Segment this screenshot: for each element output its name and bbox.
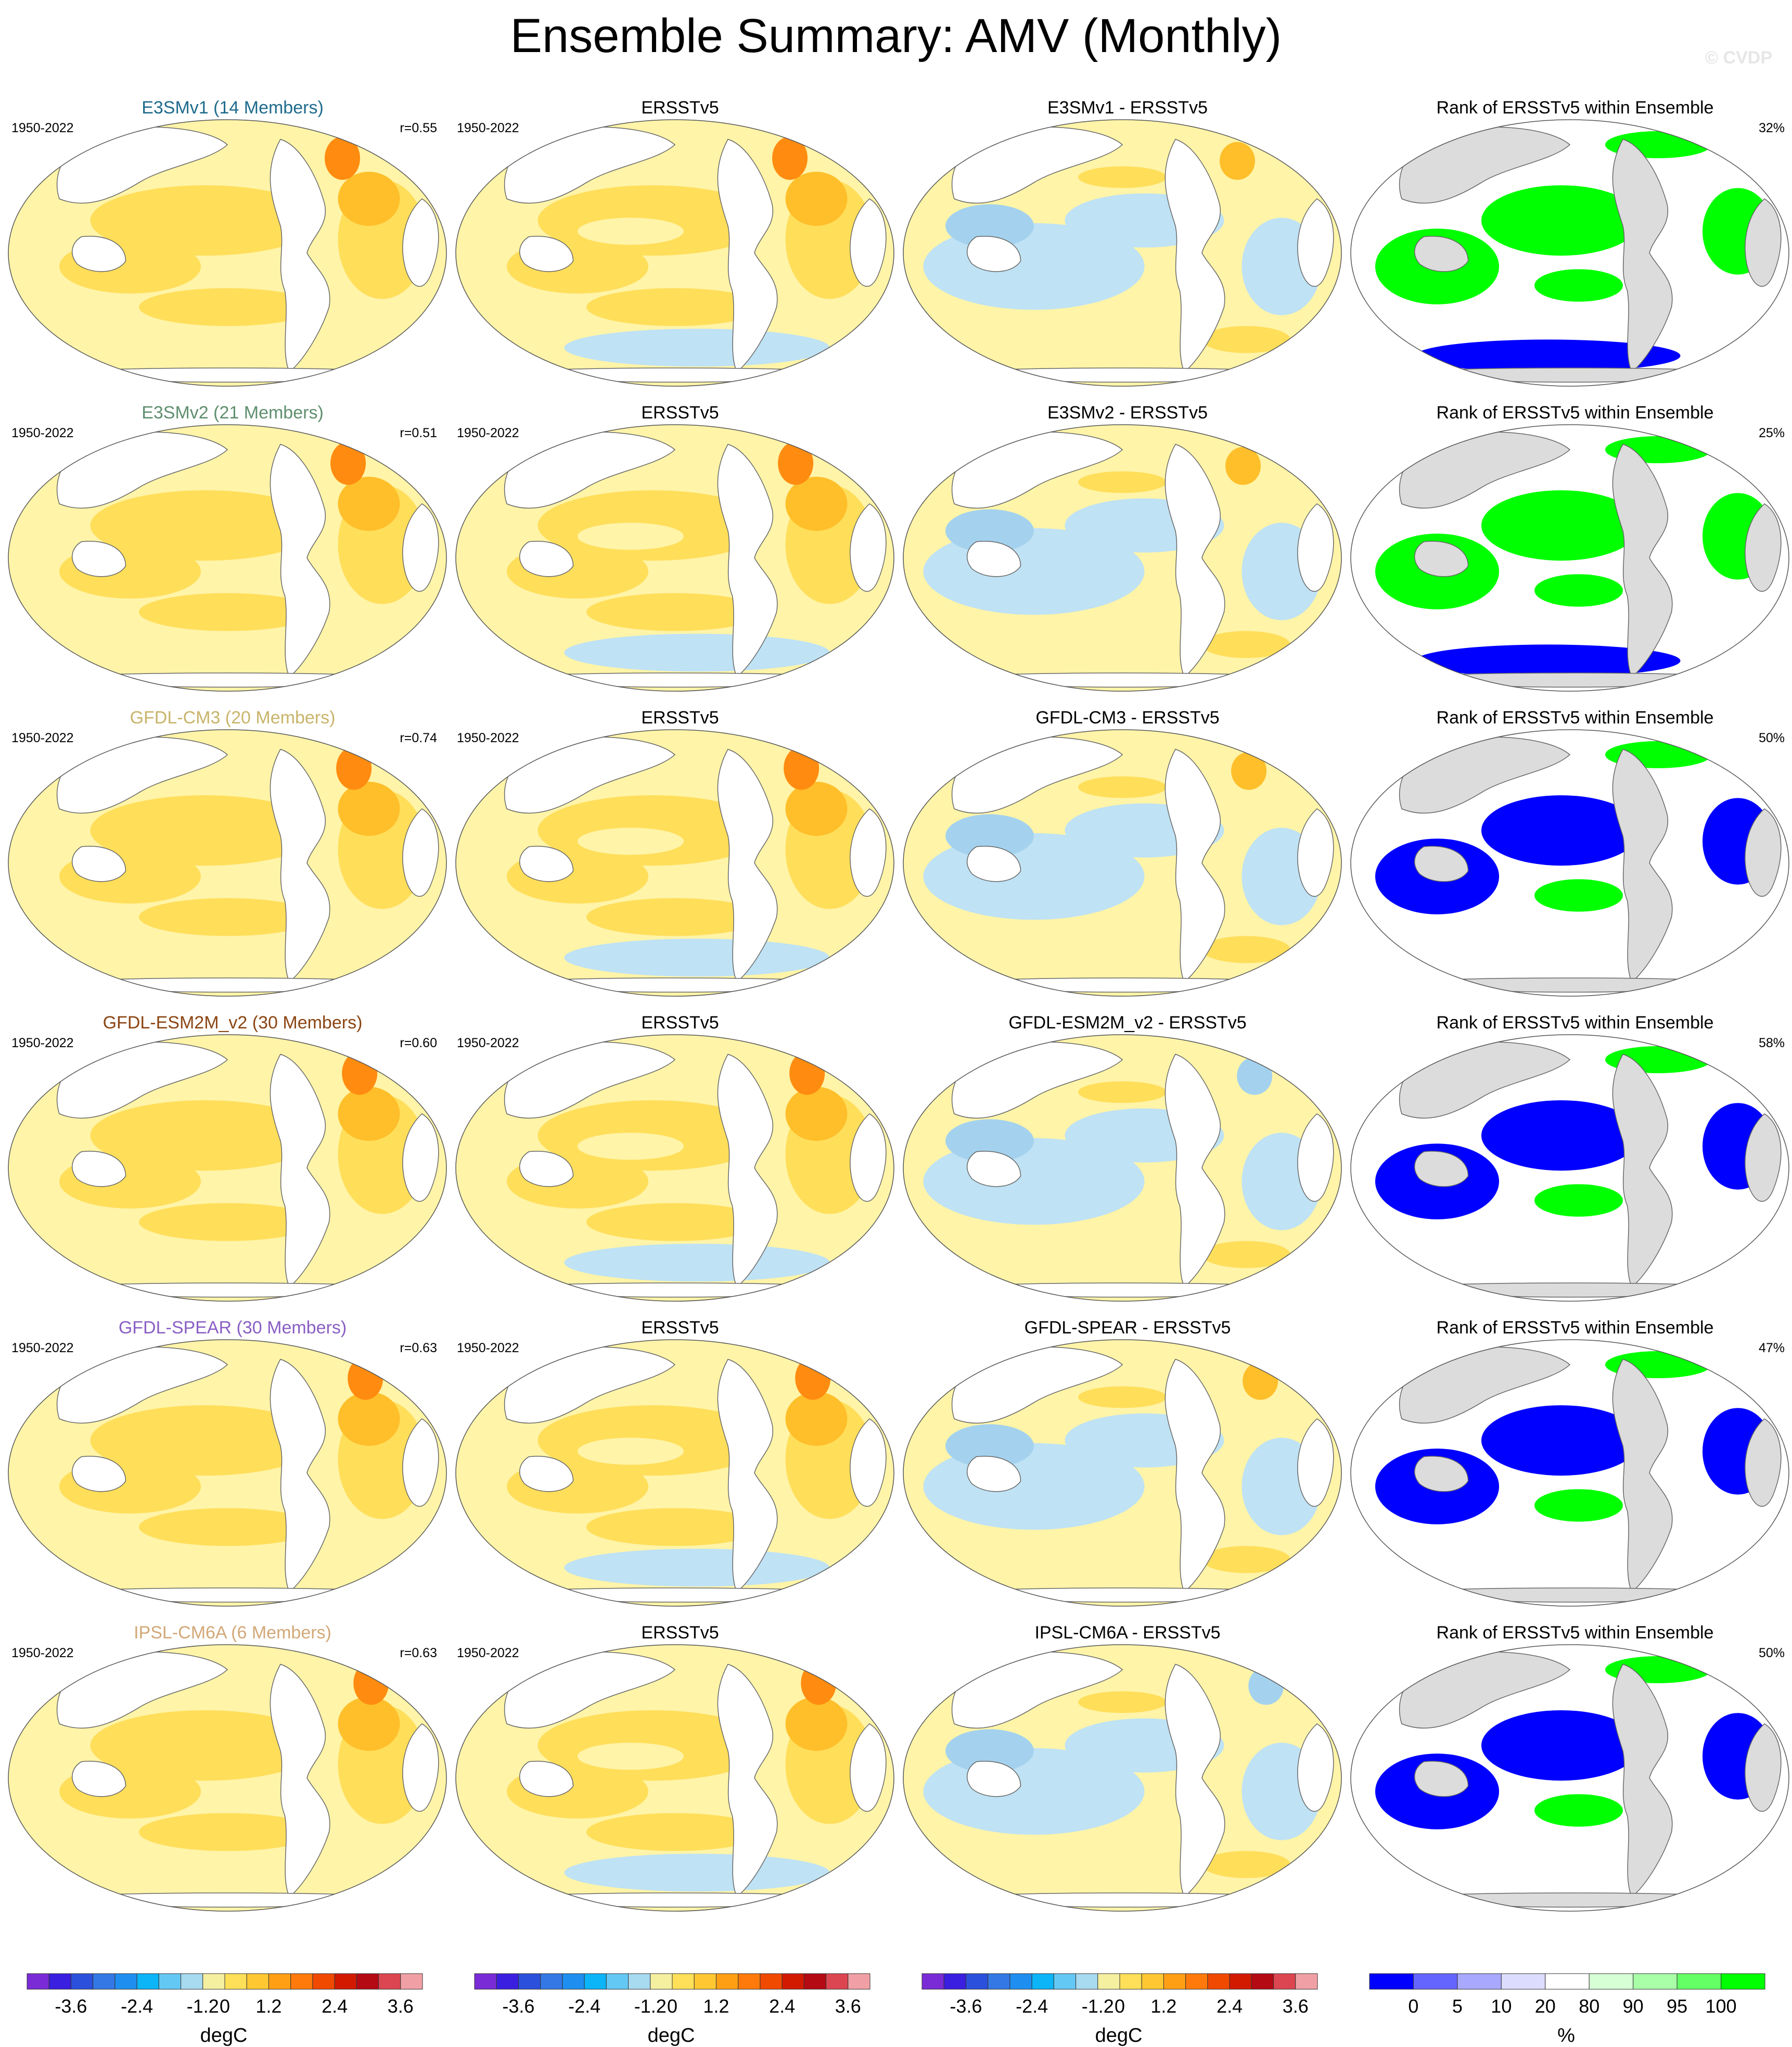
pattern-correlation: r=0.55: [400, 121, 437, 135]
obs-panel-title: ERSSTv5: [641, 98, 719, 118]
colorbar-unit: degC: [647, 2025, 695, 2046]
pattern-correlation: r=0.74: [400, 731, 437, 745]
model-map: [8, 424, 447, 692]
obs-panel-title: ERSSTv5: [641, 403, 719, 423]
colorbar-tick-label: -3.6: [950, 1995, 982, 2017]
colorbar-tick-label: 2.4: [769, 1995, 796, 2017]
colorbar-tick-label: 3.6: [1282, 1995, 1309, 2017]
colorbar-tick-label: -2.4: [1016, 1995, 1048, 2017]
model-map: [8, 729, 447, 997]
obs-panel-title: ERSSTv5: [641, 1013, 719, 1033]
colorbar-tick-label: 3.6: [835, 1995, 861, 2017]
model-period-label: 1950-2022: [11, 121, 74, 135]
temperature-colorbar: [474, 1973, 871, 1990]
page-title: Ensemble Summary: AMV (Monthly): [510, 9, 1282, 62]
pattern-correlation: r=0.63: [400, 1341, 437, 1355]
rank-map: [1350, 424, 1789, 692]
rank-map: [1350, 1644, 1789, 1912]
diff-panel-title: E3SMv2 - ERSSTv5: [1047, 403, 1208, 423]
obs-panel-title: ERSSTv5: [641, 1318, 719, 1338]
obs-map: [455, 1339, 894, 1607]
rank-colorbar: [1369, 1973, 1765, 1990]
rank-map: [1350, 729, 1789, 997]
model-map: [8, 1644, 447, 1912]
pattern-correlation: r=0.63: [400, 1646, 437, 1660]
diff-panel-title: GFDL-SPEAR - ERSSTv5: [1024, 1318, 1231, 1338]
colorbar-tick-label: 1.2: [1150, 1995, 1177, 2017]
pattern-correlation: r=0.51: [400, 426, 437, 440]
obs-panel-title: ERSSTv5: [641, 708, 719, 728]
rank-map: [1350, 1339, 1789, 1607]
temperature-colorbar: [27, 1973, 423, 1990]
colorbar-tick-label: 3.6: [387, 1995, 414, 2017]
obs-map: [455, 1644, 894, 1912]
model-panel-title: GFDL-ESM2M_v2 (30 Members): [103, 1013, 363, 1033]
rank-panel-title: Rank of ERSSTv5 within Ensemble: [1436, 1623, 1714, 1643]
model-map: [8, 1034, 447, 1302]
diff-panel-title: GFDL-ESM2M_v2 - ERSSTv5: [1008, 1013, 1247, 1033]
temperature-colorbar: [921, 1973, 1318, 1990]
obs-period-label: 1950-2022: [457, 1341, 519, 1355]
model-period-label: 1950-2022: [11, 1341, 74, 1355]
obs-map: [455, 119, 894, 387]
obs-map: [455, 1034, 894, 1302]
obs-period-label: 1950-2022: [457, 1646, 519, 1660]
obs-map: [455, 424, 894, 692]
rank-map: [1350, 119, 1789, 387]
rank-panel-title: Rank of ERSSTv5 within Ensemble: [1436, 98, 1714, 118]
diff-map: [903, 729, 1342, 997]
model-map: [8, 119, 447, 387]
obs-panel-title: ERSSTv5: [641, 1623, 719, 1643]
rank-percent: 25%: [1758, 426, 1785, 440]
rank-panel-title: Rank of ERSSTv5 within Ensemble: [1436, 403, 1714, 423]
rank-panel-title: Rank of ERSSTv5 within Ensemble: [1436, 1013, 1714, 1033]
diff-map: [903, 1034, 1342, 1302]
diff-map: [903, 424, 1342, 692]
colorbar-tick-label: 1.2: [255, 1995, 282, 2017]
model-panel-title: GFDL-CM3 (20 Members): [130, 708, 336, 728]
diff-map: [903, 1339, 1342, 1607]
model-period-label: 1950-2022: [11, 1646, 74, 1660]
rank-map: [1350, 1034, 1789, 1302]
obs-period-label: 1950-2022: [457, 1036, 519, 1050]
model-panel-title: IPSL-CM6A (6 Members): [134, 1623, 331, 1643]
rank-panel-title: Rank of ERSSTv5 within Ensemble: [1436, 708, 1714, 728]
colorbar-unit: degC: [200, 2025, 248, 2046]
obs-period-label: 1950-2022: [457, 121, 519, 135]
diff-panel-title: IPSL-CM6A - ERSSTv5: [1034, 1623, 1221, 1643]
model-panel-title: E3SMv1 (14 Members): [142, 98, 324, 118]
diff-map: [903, 1644, 1342, 1912]
model-period-label: 1950-2022: [11, 1036, 74, 1050]
colorbar-unit: degC: [1095, 2025, 1143, 2046]
model-panel-title: GFDL-SPEAR (30 Members): [118, 1318, 347, 1338]
model-map: [8, 1339, 447, 1607]
obs-period-label: 1950-2022: [457, 731, 519, 745]
colorbar-tick-label: -3.6: [55, 1995, 87, 2017]
rank-percent: 50%: [1758, 1646, 1785, 1660]
model-period-label: 1950-2022: [11, 426, 74, 440]
model-panel-title: E3SMv2 (21 Members): [142, 403, 324, 423]
rank-percent: 47%: [1758, 1341, 1785, 1355]
obs-period-label: 1950-2022: [457, 426, 519, 440]
diff-panel-title: GFDL-CM3 - ERSSTv5: [1035, 708, 1220, 728]
colorbar-tick-label: 2.4: [1217, 1995, 1243, 2017]
model-period-label: 1950-2022: [11, 731, 74, 745]
colorbar-tick-label: -2.4: [568, 1995, 601, 2017]
colorbar-tick-label: 2.4: [322, 1995, 348, 2017]
colorbar-tick-label: -3.6: [502, 1995, 535, 2017]
colorbar-tick-label: -2.4: [121, 1995, 153, 2017]
colorbar-unit: %: [1557, 2025, 1575, 2046]
rank-percent: 32%: [1758, 121, 1785, 135]
copyright-watermark: © CVDP: [1705, 48, 1772, 68]
diff-panel-title: E3SMv1 - ERSSTv5: [1047, 98, 1208, 118]
rank-percent: 58%: [1758, 1036, 1785, 1050]
diff-map: [903, 119, 1342, 387]
obs-map: [455, 729, 894, 997]
rank-panel-title: Rank of ERSSTv5 within Ensemble: [1436, 1318, 1714, 1338]
colorbar-tick-label: 1.2: [703, 1995, 729, 2017]
colorbar-tick-label: 100: [1705, 1995, 1737, 2017]
pattern-correlation: r=0.60: [400, 1036, 437, 1050]
rank-percent: 50%: [1758, 731, 1785, 745]
